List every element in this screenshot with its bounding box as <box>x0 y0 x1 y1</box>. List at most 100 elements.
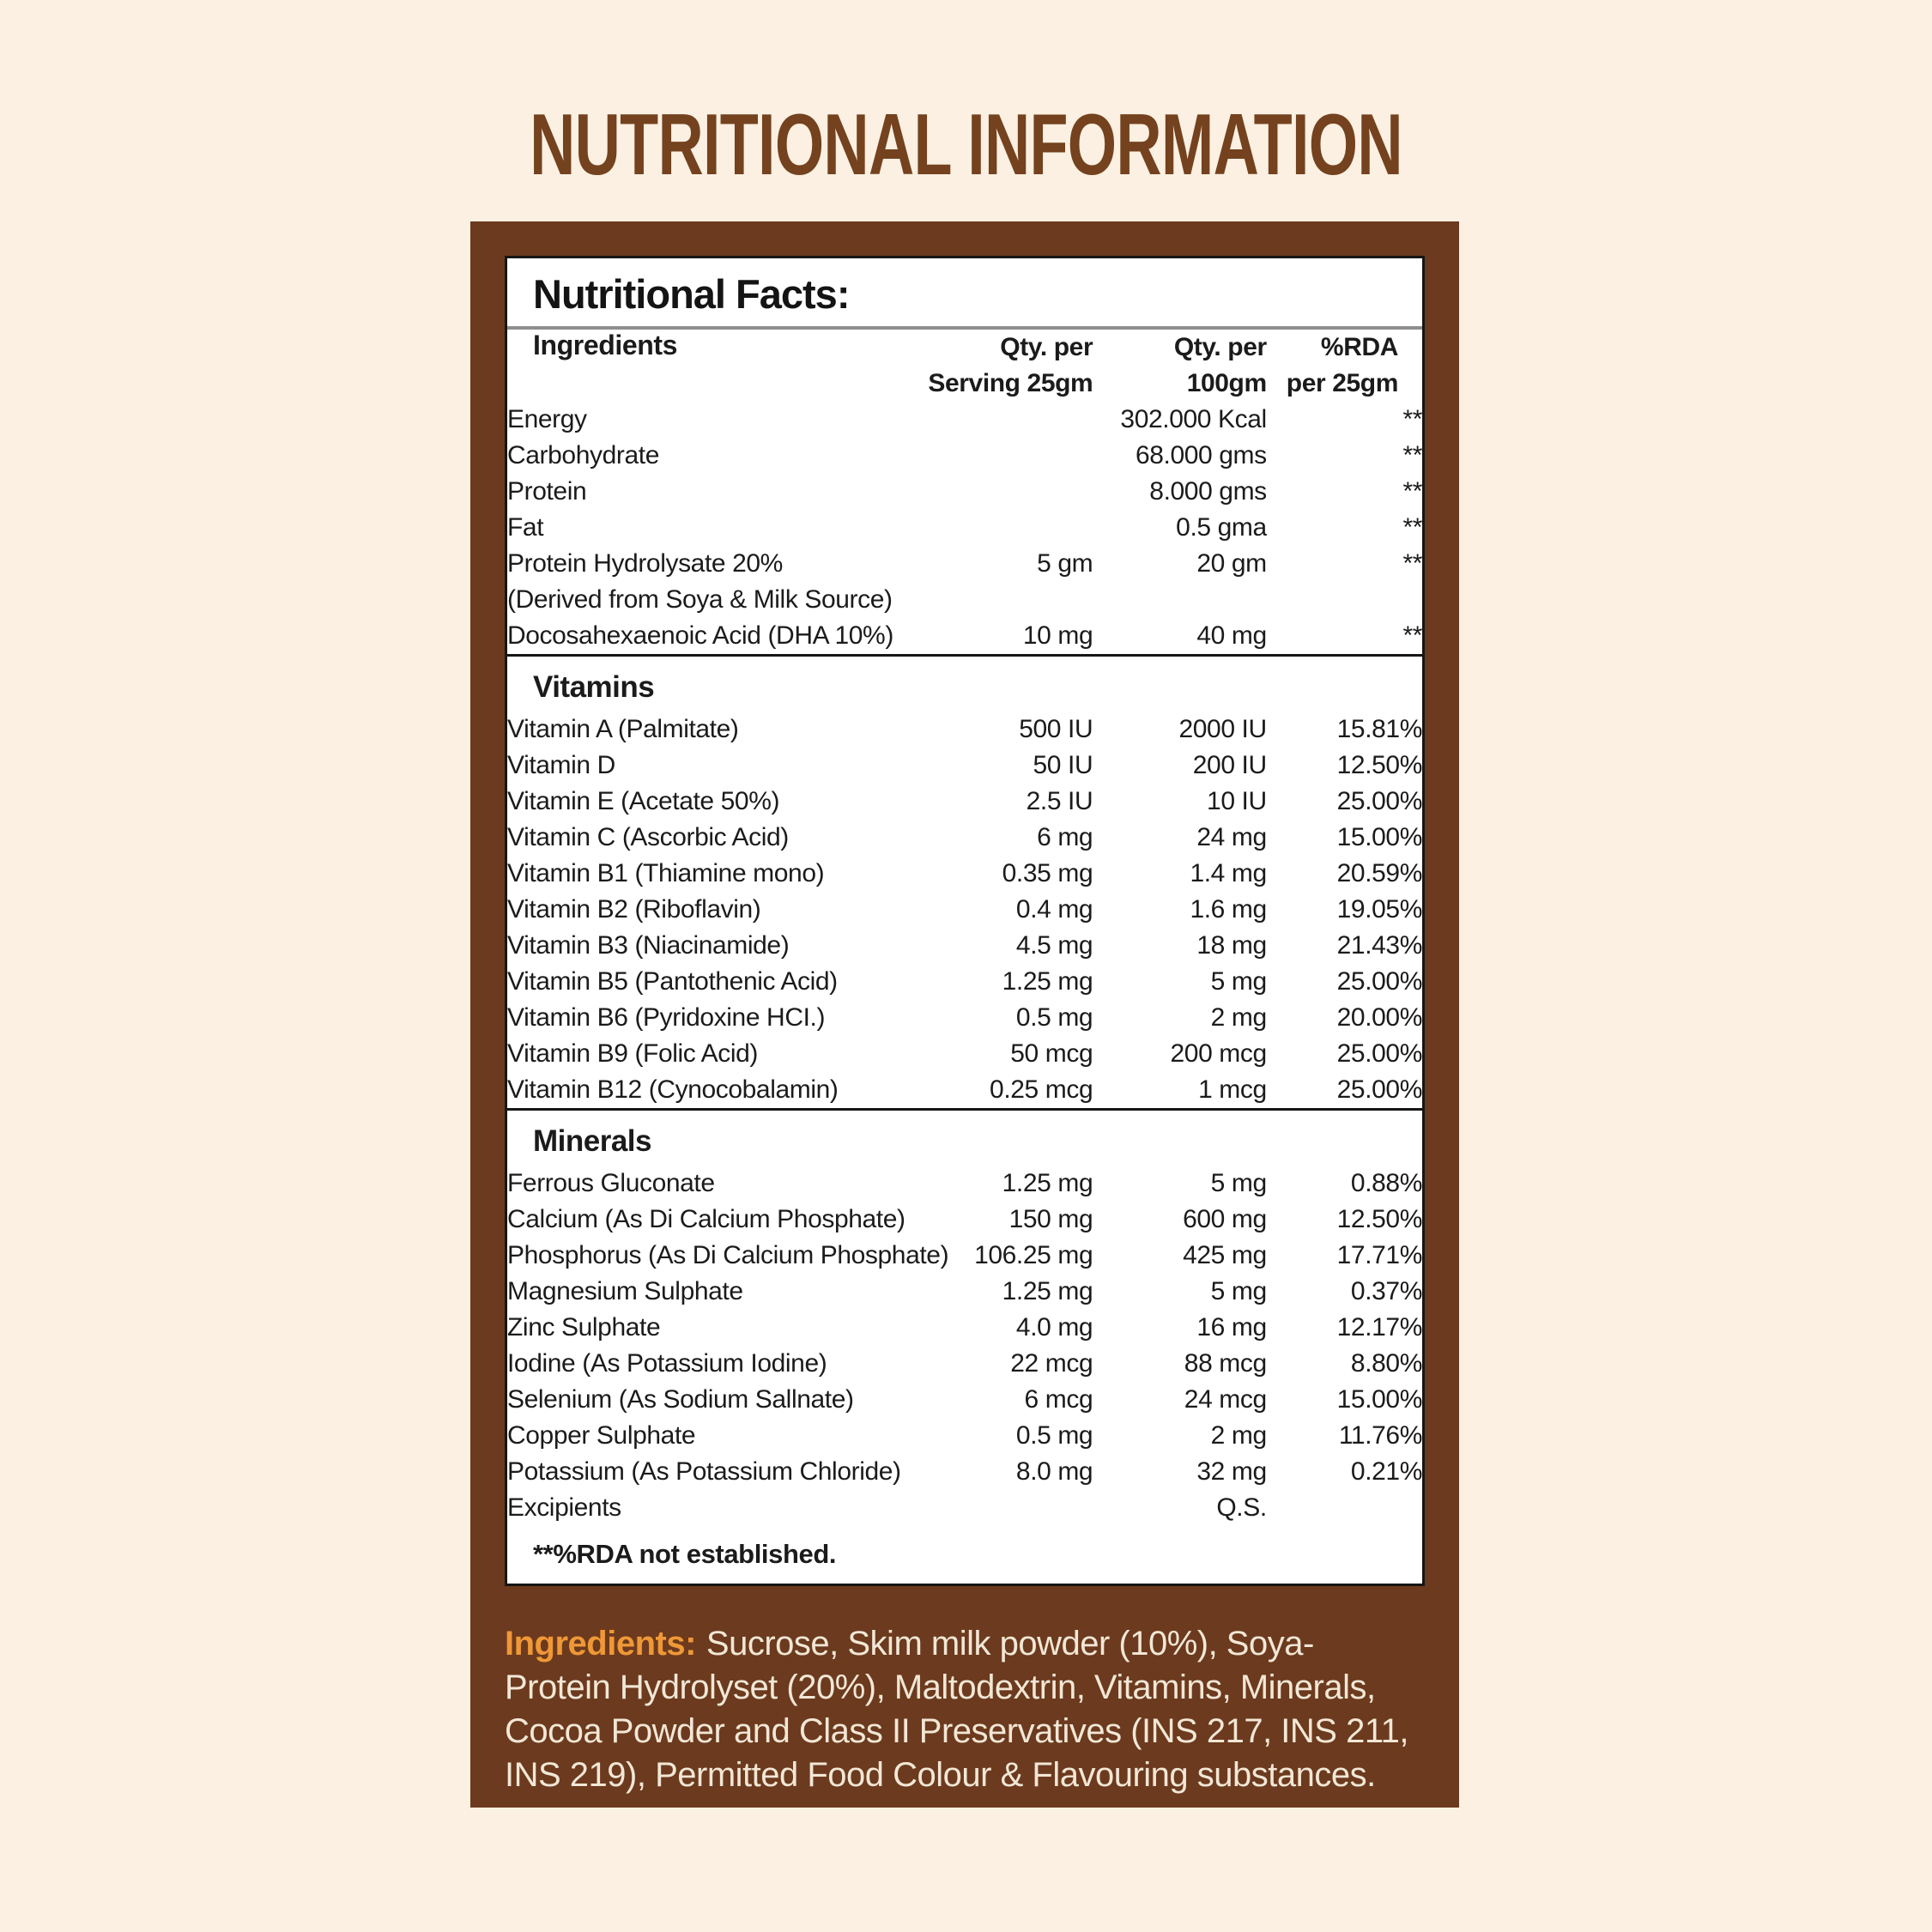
facts-heading: Nutritional Facts: <box>533 271 850 317</box>
nutrition-label-card: Nutritional Facts: Ingredients Qty. per … <box>470 221 1459 1808</box>
ingredient-name: Iodine (As Potassium Iodine) <box>507 1349 827 1378</box>
qty-per-100g: 600 mg <box>1183 1205 1267 1233</box>
table-row: Protein 8.000 gms ** <box>507 474 1422 510</box>
rda-percent: 25.00% <box>1336 967 1422 996</box>
qty-per-100g: 32 mg <box>1196 1457 1267 1486</box>
rda-percent: 12.17% <box>1336 1313 1422 1341</box>
ingredient-name: Vitamin B1 (Thiamine mono) <box>507 859 825 887</box>
qty-per-100g: 24 mcg <box>1184 1385 1267 1414</box>
ingredients-text: Sucrose, Skim milk powder (10%), Soya- <box>706 1625 1314 1662</box>
rda-percent: 11.76% <box>1338 1421 1422 1450</box>
rda-percent: 15.81% <box>1336 715 1422 743</box>
ingredient-name: Vitamin B3 (Niacinamide) <box>507 931 790 960</box>
qty-per-serving <box>928 438 1093 474</box>
table-row: Phosphorus (As Di Calcium Phosphate) 106.… <box>507 1238 1422 1274</box>
qty-per-100g: 68.000 gms <box>1135 441 1267 469</box>
rda-percent: 19.05% <box>1336 895 1422 924</box>
qty-per-serving: 500 IU <box>1019 715 1093 743</box>
table-row: (Derived from Soya & Milk Source) <box>507 582 1422 618</box>
qty-per-serving: 106.25 mg <box>974 1241 1093 1269</box>
ingredient-name: Energy <box>507 405 587 433</box>
ingredient-name: Zinc Sulphate <box>507 1313 661 1341</box>
table-row: Protein Hydrolysate 20% 5 gm 20 gm ** <box>507 546 1422 582</box>
rda-percent: 15.00% <box>1336 823 1422 851</box>
column-header-ingredients: Ingredients <box>533 330 678 360</box>
qty-per-100g: 302.000 Kcal <box>1120 405 1267 433</box>
qty-per-100g: 24 mg <box>1196 823 1267 851</box>
table-row: Excipients Q.S. <box>507 1490 1422 1526</box>
section-heading: Vitamins <box>507 654 1422 712</box>
rda-percent: 20.59% <box>1336 859 1422 887</box>
rda-percent: 17.71% <box>1336 1241 1422 1269</box>
ingredient-name: Protein Hydrolysate 20% <box>507 549 783 578</box>
ingredient-name: Selenium (As Sodium Sallnate) <box>507 1385 854 1414</box>
table-row: Vitamin B5 (Pantothenic Acid) 1.25 mg 5 mg… <box>507 964 1422 1000</box>
table-row: Ferrous Gluconate 1.25 mg 5 mg 0.88% <box>507 1166 1422 1202</box>
ingredient-name: (Derived from Soya & Milk Source) <box>507 585 893 614</box>
column-header-qty-serving: Qty. per Serving 25gm <box>928 333 1093 397</box>
table-row: Copper Sulphate 0.5 mg 2 mg 11.76% <box>507 1418 1422 1454</box>
qty-per-serving: 150 mg <box>1008 1205 1093 1233</box>
ingredients-line: INS 219), Permitted Food Colour & Flavou… <box>505 1756 1376 1794</box>
ingredient-name: Carbohydrate <box>507 441 659 469</box>
section-heading: Minerals <box>507 1108 1422 1166</box>
ingredient-name: Excipients <box>507 1493 621 1522</box>
qty-per-100g: 5 mg <box>1210 1277 1268 1305</box>
rda-percent: 12.50% <box>1336 1205 1422 1233</box>
qty-per-100g: 2 mg <box>1210 1421 1268 1450</box>
rda-footnote: **%RDA not established. <box>533 1539 837 1569</box>
section-heading-row: Minerals <box>507 1108 1422 1166</box>
qty-per-100g: 1.4 mg <box>1190 859 1267 887</box>
rda-percent: 25.00% <box>1336 1039 1422 1068</box>
table-row: Vitamin A (Palmitate) 500 IU 2000 IU 15.81% <box>507 712 1422 748</box>
table-row: Vitamin B2 (Riboflavin) 0.4 mg 1.6 mg 19.05… <box>507 892 1422 928</box>
table-row: Docosahexaenoic Acid (DHA 10%) 10 mg 40 mg… <box>507 618 1422 656</box>
ingredients-label: Ingredients: <box>505 1625 696 1662</box>
table-row: Selenium (As Sodium Sallnate) 6 mcg 24 mcg… <box>507 1382 1422 1418</box>
table-row: Potassium (As Potassium Chloride) 8.0 mg 3… <box>507 1454 1422 1490</box>
qty-per-100g: 0.5 gma <box>1176 513 1267 542</box>
rda-percent: 0.88% <box>1350 1169 1422 1197</box>
ingredient-name: Protein <box>507 477 587 506</box>
table-row: Vitamin C (Ascorbic Acid) 6 mg 24 mg 15.00% <box>507 820 1422 856</box>
qty-per-100g: 200 IU <box>1192 751 1267 779</box>
rda-percent: 0.21% <box>1350 1457 1422 1486</box>
rda-percent: 0.37% <box>1350 1277 1422 1305</box>
rda-percent: ** <box>1402 441 1422 469</box>
qty-per-100g: 8.000 gms <box>1149 477 1267 506</box>
qty-per-serving: 6 mcg <box>1024 1385 1093 1414</box>
qty-per-100g: 88 mcg <box>1184 1349 1267 1378</box>
qty-per-100g: 10 IU <box>1207 787 1267 815</box>
ingredient-name: Vitamin A (Palmitate) <box>507 715 739 743</box>
ingredient-name: Vitamin E (Acetate 50%) <box>507 787 780 815</box>
ingredient-name: Calcium (As Di Calcium Phosphate) <box>507 1205 905 1233</box>
qty-per-serving: 0.35 mg <box>1002 859 1093 887</box>
ingredients-line: Protein Hydrolyset (20%), Maltodextrin, … <box>505 1669 1376 1706</box>
qty-per-serving: 0.25 mcg <box>990 1075 1093 1104</box>
qty-per-serving: 4.0 mg <box>1015 1313 1093 1341</box>
rda-percent: ** <box>1402 477 1422 506</box>
ingredient-name: Docosahexaenoic Acid (DHA 10%) <box>507 621 893 650</box>
qty-per-serving: 8.0 mg <box>1015 1457 1093 1486</box>
qty-per-serving: 4.5 mg <box>1015 931 1093 960</box>
ingredients-line: Cocoa Powder and Class II Preservatives … <box>505 1712 1408 1750</box>
ingredient-name: Vitamin B9 (Folic Acid) <box>507 1039 759 1068</box>
qty-per-serving <box>928 1490 1093 1526</box>
ingredient-name: Vitamin B12 (Cynocobalamin) <box>507 1075 839 1104</box>
ingredient-name: Vitamin B2 (Riboflavin) <box>507 895 761 924</box>
qty-per-serving <box>928 474 1093 510</box>
qty-per-100g: 18 mg <box>1196 931 1267 960</box>
rda-percent: ** <box>1402 513 1422 542</box>
nutrition-table-header: Ingredients Qty. per Serving 25gm Qty. p… <box>507 330 1422 402</box>
heading-separator <box>507 326 1422 330</box>
table-row: Vitamin B12 (Cynocobalamin) 0.25 mcg 1 mcg… <box>507 1072 1422 1110</box>
table-row: Iodine (As Potassium Iodine) 22 mcg 88 mcg… <box>507 1346 1422 1382</box>
qty-per-serving: 5 gm <box>1037 549 1093 578</box>
rda-percent: 25.00% <box>1336 787 1422 815</box>
rda-percent: 20.00% <box>1336 1003 1422 1032</box>
qty-per-100g: 16 mg <box>1196 1313 1267 1341</box>
table-row: Vitamin B1 (Thiamine mono) 0.35 mg 1.4 mg 2… <box>507 856 1422 892</box>
ingredients-line: Ingredients: Sucrose, Skim milk powder (1… <box>505 1622 1442 1666</box>
qty-per-100g: 40 mg <box>1196 621 1267 650</box>
